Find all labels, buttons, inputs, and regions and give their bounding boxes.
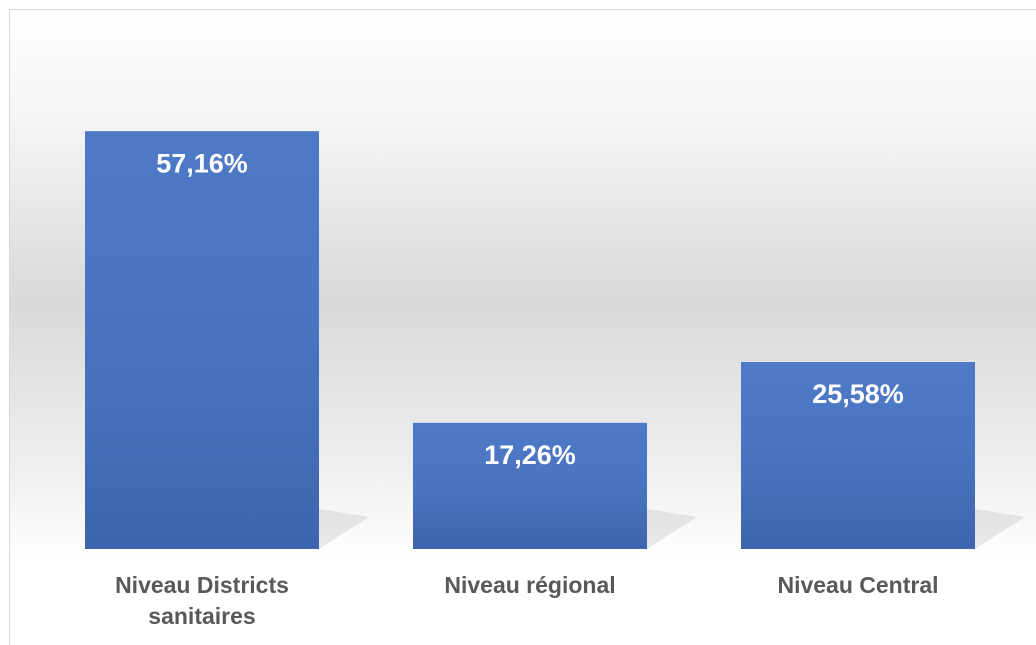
bar-shade	[413, 422, 647, 549]
data-label: 25,58%	[812, 379, 904, 409]
bar-shadow	[647, 509, 697, 549]
x-tick-label: Niveau régional	[444, 572, 616, 598]
data-label: 17,26%	[484, 440, 576, 470]
x-tick-label: Niveau Districts sanitaires	[115, 572, 289, 629]
bar-shade	[85, 131, 319, 549]
bar-shade	[741, 362, 975, 549]
bar-shadow	[319, 509, 369, 549]
bar-shadow	[975, 509, 1025, 549]
data-label: 57,16%	[156, 148, 248, 178]
x-tick-label: Niveau Central	[777, 572, 939, 598]
